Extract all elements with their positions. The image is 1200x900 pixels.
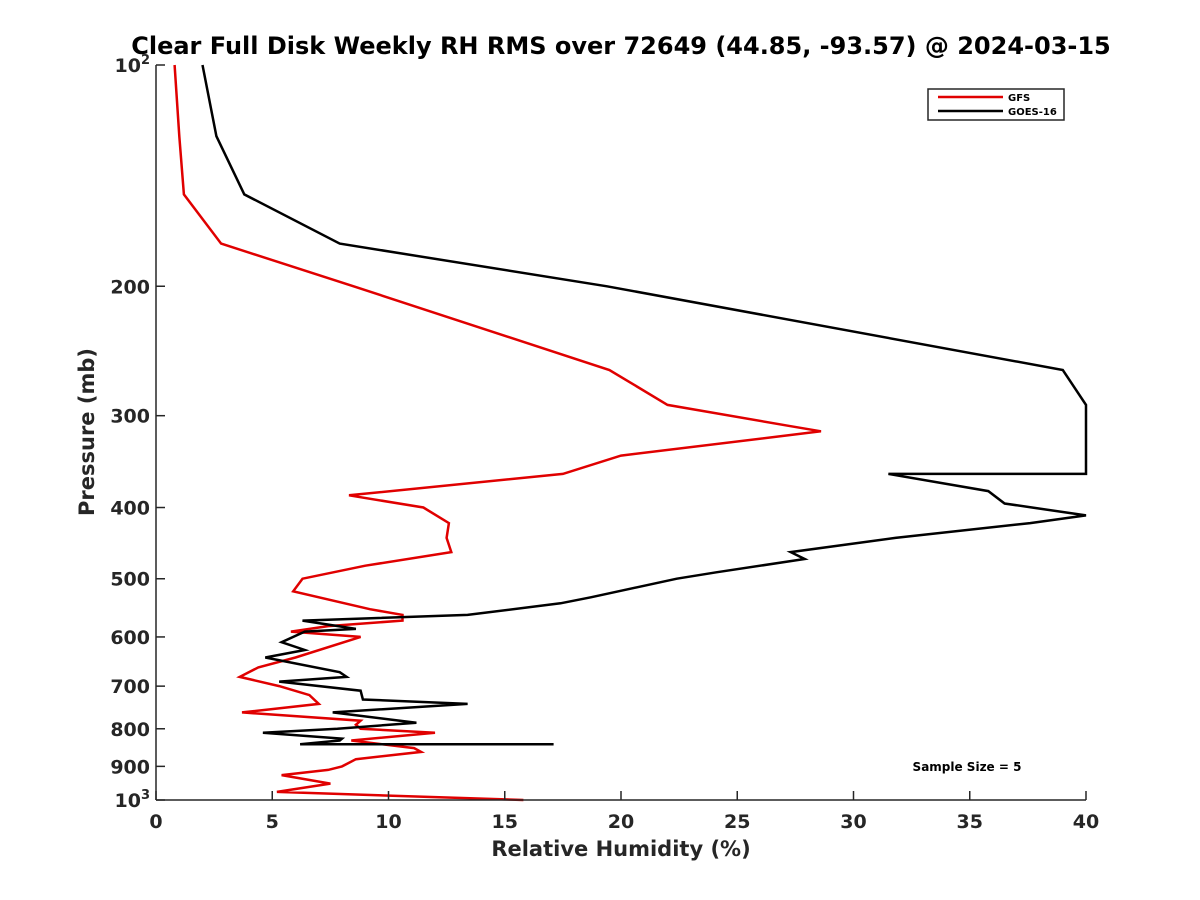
y-tick-label: 102 bbox=[115, 53, 151, 77]
legend-label-goes16: GOES-16 bbox=[1008, 107, 1057, 118]
series-line-goes16 bbox=[201, 64, 1088, 746]
y-ticks: 102 200 300 400 500 600 700 800 900 103 bbox=[110, 53, 165, 812]
plot-series bbox=[173, 64, 1088, 802]
sample-size-annotation: Sample Size = 5 bbox=[913, 760, 1022, 774]
y-tick-label: 400 bbox=[110, 498, 150, 520]
y-tick-label: 600 bbox=[110, 627, 150, 649]
x-tick-label: 40 bbox=[1073, 811, 1099, 833]
x-ticks: 0 5 10 15 20 25 30 35 40 bbox=[149, 791, 1099, 833]
legend-box bbox=[927, 88, 1065, 121]
y-tick-label: 103 bbox=[115, 788, 151, 812]
x-tick-label: 15 bbox=[492, 811, 518, 833]
y-tick-label: 200 bbox=[110, 276, 150, 298]
legend: GFS GOES-16 bbox=[927, 88, 1065, 121]
y-tick-label: 900 bbox=[110, 756, 150, 778]
y-axis-label: Pressure (mb) bbox=[75, 348, 99, 516]
x-tick-label: 10 bbox=[375, 811, 401, 833]
x-tick-label: 35 bbox=[957, 811, 983, 833]
legend-label-gfs: GFS bbox=[1008, 93, 1030, 104]
x-tick-label: 5 bbox=[266, 811, 279, 833]
chart-title: Clear Full Disk Weekly RH RMS over 72649… bbox=[131, 32, 1111, 60]
series-line-gfs bbox=[173, 64, 822, 802]
x-tick-label: 0 bbox=[149, 811, 162, 833]
x-tick-label: 20 bbox=[608, 811, 634, 833]
y-tick-label: 500 bbox=[110, 569, 150, 591]
y-tick-label: 700 bbox=[110, 676, 150, 698]
x-tick-label: 30 bbox=[840, 811, 866, 833]
y-tick-label: 300 bbox=[110, 406, 150, 428]
x-tick-label: 25 bbox=[724, 811, 750, 833]
y-tick-label: 800 bbox=[110, 719, 150, 741]
x-axis-label: Relative Humidity (%) bbox=[491, 837, 750, 861]
